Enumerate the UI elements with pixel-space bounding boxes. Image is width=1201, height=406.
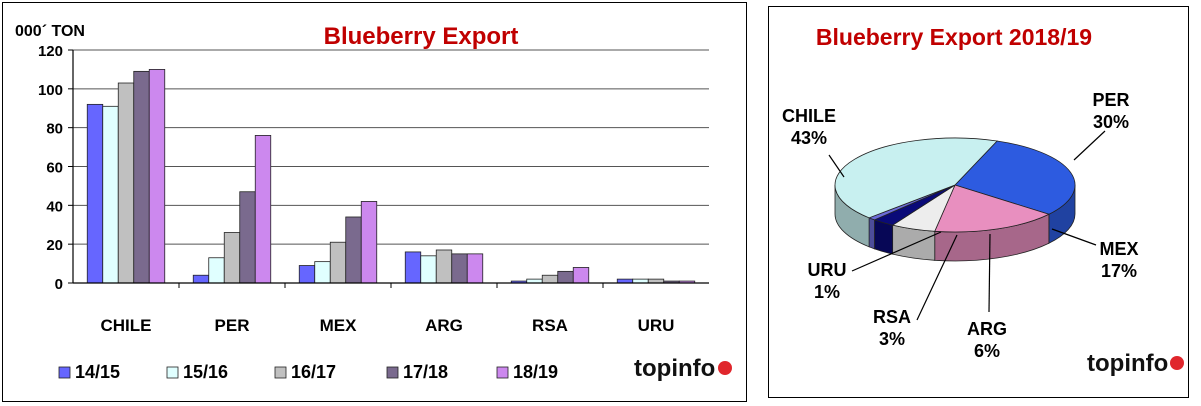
bar-per-18-19 xyxy=(254,135,272,284)
bar-mex-17-18 xyxy=(345,216,362,284)
pie-label-value: 1% xyxy=(814,282,840,302)
bar-chart-title: Blueberry Export xyxy=(324,23,519,50)
y-tick-label: 20 xyxy=(46,237,63,254)
apple-icon xyxy=(1170,356,1184,370)
y-tick-label: 100 xyxy=(38,82,63,99)
x-tick-label: RSA xyxy=(532,316,568,335)
legend-label: 17/18 xyxy=(403,362,448,382)
legend-label: 15/16 xyxy=(183,362,228,382)
x-tick-label: ARG xyxy=(425,316,463,335)
pie-label-name: URU xyxy=(808,260,847,280)
bar-per-15-16 xyxy=(208,257,225,284)
pie-leader-line xyxy=(988,233,991,313)
x-tick-label: CHILE xyxy=(101,316,152,335)
pie-label-value: 17% xyxy=(1101,261,1137,281)
bar-mex-18-19 xyxy=(360,201,378,284)
pie-label-name: PER xyxy=(1092,90,1129,110)
y-tick-label: 0 xyxy=(55,276,63,293)
bar-arg-18-19 xyxy=(466,253,484,284)
pie-label-value: 43% xyxy=(791,128,827,148)
bar-rsa-18-19 xyxy=(572,267,590,284)
y-tick-label: 40 xyxy=(46,198,63,215)
bar-arg-15-16 xyxy=(420,255,437,284)
apple-icon xyxy=(718,361,732,375)
bar-per-16-17 xyxy=(223,232,241,284)
bar-chile-14-15 xyxy=(86,103,104,284)
bar-chile-18-19 xyxy=(148,69,166,284)
pie-slice-mex xyxy=(934,184,1050,233)
bar-chart-logo: topinfo xyxy=(634,355,732,382)
bar-chile-15-16 xyxy=(102,105,119,284)
bar-per-14-15 xyxy=(192,274,210,284)
bar-mex-16-17 xyxy=(329,241,347,284)
bar-rsa-16-17 xyxy=(541,274,559,284)
legend-label: 18/19 xyxy=(513,362,558,382)
pie-label-name: MEX xyxy=(1099,239,1138,259)
pie-chart-title: Blueberry Export 2018/19 xyxy=(816,24,1092,50)
pie-label-name: CHILE xyxy=(782,106,836,126)
legend-swatch xyxy=(386,366,399,379)
bar-arg-14-15 xyxy=(404,251,422,284)
bar-chart: Blueberry Export 000´ TON 0 20 40 60 80 100 12… xyxy=(15,23,732,382)
legend-swatch xyxy=(58,366,71,379)
bar-chart-panel: Blueberry Export 000´ TON 0 20 40 60 80 100 12… xyxy=(2,2,747,402)
bar-chile-16-17 xyxy=(117,82,135,284)
bar-arg-17-18 xyxy=(451,253,468,284)
y-tick-label: 80 xyxy=(46,121,63,138)
svg-text:topinfo: topinfo xyxy=(1087,350,1168,377)
bar-per-17-18 xyxy=(239,191,256,284)
pie-leader-line xyxy=(1073,130,1106,161)
bar-chile-17-18 xyxy=(133,70,150,284)
y-axis-unit-label: 000´ TON xyxy=(15,23,85,40)
y-tick-label: 120 xyxy=(38,43,63,60)
legend-label: 14/15 xyxy=(75,362,120,382)
bar-arg-16-17 xyxy=(435,249,453,284)
pie-label-value: 30% xyxy=(1093,112,1129,132)
pie-slice-chile xyxy=(834,137,998,219)
legend-swatch xyxy=(166,366,179,379)
x-tick-label: URU xyxy=(638,316,675,335)
pie-label-name: RSA xyxy=(873,307,911,327)
bar-rsa-17-18 xyxy=(557,270,574,284)
pie-chart-panel: Blueberry Export 2018/19 CHILE 43% PER 30% M… xyxy=(768,6,1189,398)
bar-mex-14-15 xyxy=(298,265,316,284)
y-tick-label: 60 xyxy=(46,160,63,177)
legend-swatch xyxy=(274,366,287,379)
pie-label-name: ARG xyxy=(967,319,1007,339)
pie-slice-per xyxy=(954,140,1076,215)
pie-leader-line xyxy=(851,231,942,272)
pie-side-rsa xyxy=(874,219,894,255)
pie-leader-line xyxy=(916,234,958,321)
x-tick-label: MEX xyxy=(320,316,358,335)
pie-leader-line xyxy=(1051,228,1097,246)
svg-text:topinfo: topinfo xyxy=(634,355,715,382)
pie-chart-logo: topinfo xyxy=(1087,350,1184,377)
legend-swatch xyxy=(496,366,509,379)
legend-label: 16/17 xyxy=(291,362,336,382)
bar-mex-15-16 xyxy=(314,261,331,284)
pie-leader-line xyxy=(828,154,845,178)
x-tick-label: PER xyxy=(215,316,250,335)
pie-label-value: 6% xyxy=(974,341,1000,361)
pie-label-value: 3% xyxy=(879,329,905,349)
pie-side-uru xyxy=(868,217,875,250)
